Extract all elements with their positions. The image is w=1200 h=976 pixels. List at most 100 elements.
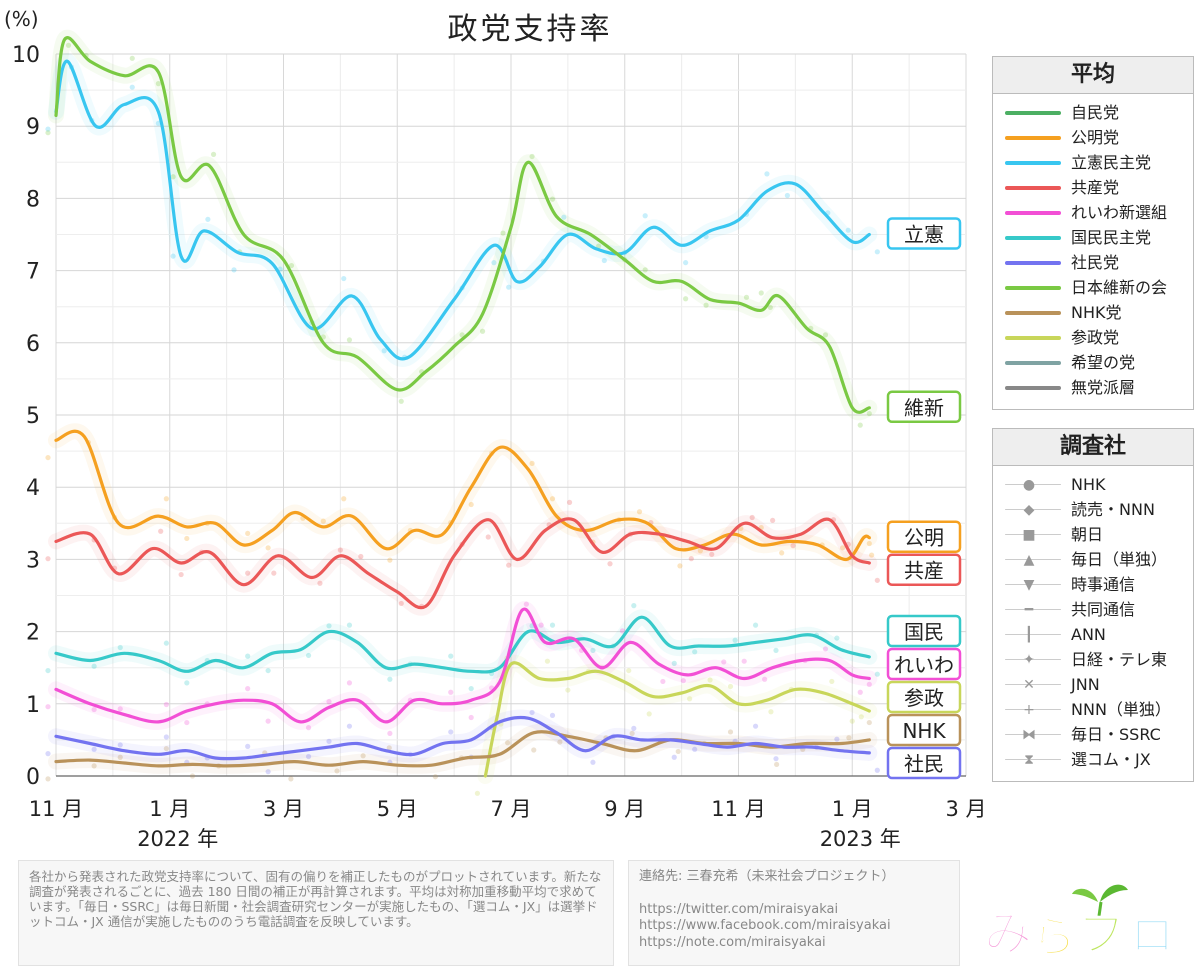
- legend-swatch: [1005, 386, 1061, 390]
- legend-rule: [1005, 559, 1061, 560]
- methodology-note-text: 各社から発表された政党支持率について、固有の偏りを補正したものがプロットされてい…: [29, 869, 602, 929]
- cross-icon: ✕: [1023, 677, 1035, 693]
- x-year-label: 2022 年: [137, 827, 218, 851]
- legend-pollster-title: 調査社: [993, 429, 1193, 466]
- legend-average-label: 無党派層: [1071, 378, 1136, 397]
- end-label: 共産: [904, 559, 944, 583]
- series-line-6: [483, 661, 871, 778]
- legend-average-label: 社民党: [1071, 253, 1120, 272]
- legend-rule: [1005, 534, 1061, 535]
- legend-swatch: [1005, 261, 1061, 265]
- legend-pollster-label: 毎日・SSRC: [1071, 725, 1161, 744]
- svg-text:プ: プ: [1078, 906, 1126, 962]
- y-axis-unit: (%): [4, 7, 39, 31]
- svg-text:ら: ら: [1032, 912, 1076, 962]
- legend-pollster-label: ANN: [1071, 625, 1106, 644]
- y-tick-label: 1: [26, 693, 40, 718]
- end-label-box: [886, 746, 962, 780]
- legend-average: 平均 自民党 公明党 立憲民主党 共産党 れいわ新選組 国民民主党 社民党 日本維新の会 NHK…: [992, 56, 1194, 410]
- end-label-box: [886, 520, 962, 553]
- legend-average-label: れいわ新選組: [1071, 203, 1168, 222]
- legend-rule: [1005, 509, 1061, 510]
- legend-average-label: 参政党: [1071, 328, 1120, 347]
- legend-swatch: [1005, 286, 1061, 290]
- triangle-down-icon: ▼: [1023, 577, 1035, 593]
- end-label: れいわ: [894, 653, 954, 677]
- series-line-4: [54, 615, 871, 674]
- legend-pollster-label: 選コム・JX: [1071, 750, 1151, 769]
- legend-pollster-label: NNN（単独）: [1071, 700, 1171, 719]
- star-icon: ✦: [1023, 652, 1035, 668]
- x-tick-label: 9 月: [604, 797, 645, 821]
- chart-title: 政党支持率: [447, 12, 613, 47]
- legend-swatch: [1005, 311, 1061, 315]
- x-tick-label: 11 月: [29, 797, 83, 821]
- legend-average-label: NHK党: [1071, 303, 1122, 322]
- x-tick-label: 11 月: [711, 797, 765, 821]
- end-label-box: [886, 614, 962, 648]
- x-tick-label: 5 月: [377, 797, 418, 821]
- legend-rule: [1005, 659, 1061, 660]
- y-tick-label: 7: [26, 260, 40, 285]
- end-label-box: [886, 553, 962, 586]
- legend-swatch: [1005, 161, 1061, 165]
- legend-pollster-label: 毎日（単独）: [1071, 550, 1168, 569]
- series-line-0: [54, 59, 871, 361]
- mirapro-logo: み ら プ ロ: [983, 884, 1175, 962]
- legend-rule: [1005, 484, 1061, 485]
- series-line-3: [54, 517, 871, 610]
- legend-rule: [1005, 684, 1061, 685]
- y-tick-label: 8: [26, 187, 40, 212]
- x-tick-label: 3 月: [263, 797, 304, 821]
- y-tick-label: 9: [26, 115, 40, 140]
- legend-rule: [1005, 584, 1061, 585]
- series-line-7: [54, 730, 871, 768]
- x-tick-label: 7 月: [490, 797, 531, 821]
- legend-swatch: [1005, 361, 1061, 365]
- legend-swatch: [1005, 186, 1061, 190]
- y-tick-label: 5: [26, 404, 40, 429]
- legend-pollster-label: 朝日: [1071, 525, 1104, 544]
- legend-average-label: 日本維新の会: [1071, 278, 1168, 297]
- end-label-box: [886, 680, 962, 714]
- methodology-note: 各社から発表された政党支持率について、固有の偏りを補正したものがプロットされてい…: [18, 860, 614, 966]
- legend-average-label: 共産党: [1071, 178, 1120, 197]
- y-tick-label: 6: [26, 332, 40, 357]
- end-label: 参政: [904, 686, 944, 710]
- legend-pollster-label: NHK: [1071, 475, 1106, 494]
- legend-pollster-label: 共同通信: [1071, 600, 1136, 619]
- series-line-5: [54, 607, 871, 724]
- end-label: 公明: [904, 526, 944, 550]
- legend-rule: [1005, 759, 1061, 760]
- x-tick-label: 3 月: [945, 797, 986, 821]
- legend-pollster-label: 時事通信: [1071, 575, 1136, 594]
- dash-icon: ━: [1024, 602, 1034, 618]
- triangle-up-icon: ▲: [1023, 552, 1035, 568]
- legend-average-label: 国民民主党: [1071, 228, 1152, 247]
- note-link[interactable]: https://note.com/miraisyakai: [639, 934, 826, 950]
- legend-rule: [1005, 734, 1061, 735]
- legend-average-label: 立憲民主党: [1071, 153, 1152, 172]
- x-tick-label: 1 月: [149, 797, 190, 821]
- legend-pollster-label: JNN: [1071, 675, 1100, 694]
- twitter-link[interactable]: https://twitter.com/miraisyakai: [639, 901, 839, 917]
- y-tick-label: 2: [26, 621, 40, 646]
- x-tick-label: 1 月: [832, 797, 873, 821]
- legend-swatch: [1005, 136, 1061, 140]
- legend-swatch: [1005, 336, 1061, 340]
- svg-text:ロ: ロ: [1130, 910, 1174, 961]
- svg-text:み: み: [984, 906, 1032, 962]
- end-label: 社民: [904, 752, 944, 776]
- y-tick-label: 10: [12, 43, 40, 68]
- contact-heading: 連絡先: 三春充希（未来社会プロジェクト）: [639, 869, 895, 884]
- series-line-8: [54, 715, 871, 761]
- legend-pollster: 調査社 ● NHK ◆ 読売・NNN ■ 朝日 ▲ 毎日（単独） ▼ 時事通信 ━ 共同通信 ┃ ANN ✦…: [992, 428, 1194, 782]
- end-label: 国民: [904, 620, 944, 644]
- circle-icon: ●: [1022, 477, 1036, 493]
- legend-pollster-label: 日経・テレ東: [1071, 650, 1168, 669]
- facebook-link[interactable]: https://www.facebook.com/miraisyakai: [639, 918, 891, 933]
- end-label-box: [886, 390, 962, 424]
- series-line-2: [54, 429, 871, 562]
- legend-swatch: [1005, 236, 1061, 240]
